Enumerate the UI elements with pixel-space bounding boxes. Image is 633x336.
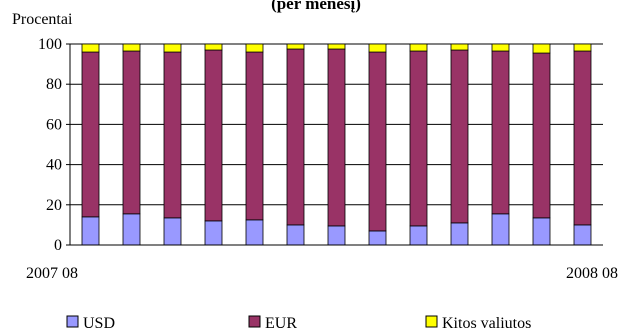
bar-segment-kitos-valiutos xyxy=(81,43,100,53)
bar-segment-eur xyxy=(573,50,592,226)
bar-segment-eur xyxy=(450,49,469,224)
bar-segment-eur xyxy=(491,50,510,215)
bar-segment-usd xyxy=(122,213,141,246)
bar-segment-eur xyxy=(409,50,428,227)
legend-swatch-kitos-valiutos xyxy=(425,315,438,328)
legend-label-kitos-valiutos: Kitos valiutos xyxy=(442,315,531,332)
bar-segment-usd xyxy=(204,220,223,246)
bars xyxy=(81,43,592,246)
legend-swatch-usd xyxy=(66,315,79,328)
y-tick-labels: 0 20 40 60 80 100 xyxy=(38,36,62,254)
bar-segment-kitos-valiutos xyxy=(286,43,305,50)
bar-segment-eur xyxy=(286,48,305,226)
y-tick-label: 100 xyxy=(38,36,62,53)
bar-segment-usd xyxy=(163,217,182,246)
y-tick-label: 0 xyxy=(54,237,62,254)
bar-segment-eur xyxy=(122,50,141,215)
bar-segment-kitos-valiutos xyxy=(368,43,387,53)
y-tick-label: 80 xyxy=(46,76,62,93)
bar-segment-eur xyxy=(81,51,100,218)
bar-segment-usd xyxy=(532,217,551,246)
bar-segment-eur xyxy=(204,49,223,222)
bar-segment-usd xyxy=(491,213,510,246)
bar-segment-kitos-valiutos xyxy=(450,43,469,51)
bar-segment-eur xyxy=(163,51,182,219)
bar-segment-kitos-valiutos xyxy=(245,43,264,53)
legend-swatch-eur xyxy=(248,315,261,328)
y-tick-label: 20 xyxy=(46,197,62,214)
bar-segment-usd xyxy=(573,224,592,246)
legend: USD EUR Kitos valiutos xyxy=(66,315,531,332)
legend-label-eur: EUR xyxy=(265,315,297,332)
chart-title: (per mėnesį) xyxy=(271,0,361,13)
bar-segment-eur xyxy=(327,48,346,227)
axes xyxy=(66,43,603,246)
bar-segment-kitos-valiutos xyxy=(122,43,141,52)
bar-segment-eur xyxy=(368,51,387,232)
y-axis-label: Procentai xyxy=(12,11,73,28)
bar-segment-kitos-valiutos xyxy=(491,43,510,52)
x-tick-label: 2007 08 xyxy=(26,265,78,282)
legend-label-usd: USD xyxy=(83,315,115,332)
bar-segment-usd xyxy=(81,216,100,246)
x-tick-label: 2008 08 xyxy=(566,265,618,282)
bar-segment-eur xyxy=(245,51,264,221)
bar-segment-usd xyxy=(327,225,346,246)
bar-segment-usd xyxy=(245,219,264,246)
bar-segment-kitos-valiutos xyxy=(204,43,223,51)
bar-segment-usd xyxy=(368,230,387,246)
y-tick-label: 60 xyxy=(46,116,62,133)
bar-segment-kitos-valiutos xyxy=(327,43,346,50)
bar-segment-usd xyxy=(409,225,428,246)
bar-segment-usd xyxy=(286,224,305,246)
x-tick-labels: 2007 08 2008 08 xyxy=(26,265,618,282)
bar-segment-usd xyxy=(450,222,469,246)
bar-segment-kitos-valiutos xyxy=(409,43,428,52)
y-tick-label: 40 xyxy=(46,157,62,174)
bar-segment-kitos-valiutos xyxy=(532,43,551,54)
bar-segment-eur xyxy=(532,52,551,219)
bar-segment-kitos-valiutos xyxy=(163,43,182,53)
bar-segment-kitos-valiutos xyxy=(573,43,592,52)
